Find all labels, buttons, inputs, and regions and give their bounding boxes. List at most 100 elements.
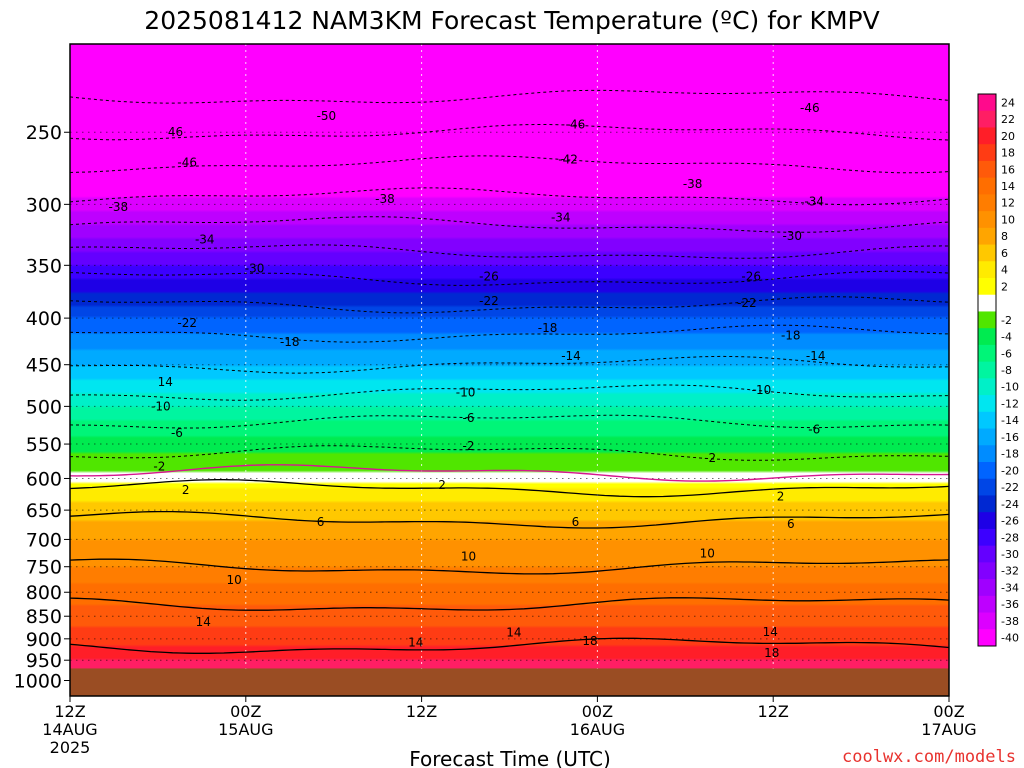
colorbar-label: 2	[1001, 280, 1008, 293]
isotherm-line	[70, 296, 949, 314]
contour-label: -46	[800, 101, 820, 115]
colorbar-label: -22	[1001, 481, 1019, 494]
contour-label: 14	[763, 625, 778, 639]
isotherm-line	[70, 244, 949, 259]
y-tick-label: 250	[26, 122, 62, 144]
contour-label: -22	[479, 294, 499, 308]
x-tick-label: 17AUG	[921, 720, 976, 739]
y-tick-label: 400	[26, 308, 62, 330]
colorbar-swatch	[978, 110, 996, 128]
contour-label: -10	[456, 386, 476, 400]
contour-label: -38	[683, 177, 703, 191]
colorbar-swatch	[978, 261, 996, 279]
colorbar-swatch	[978, 144, 996, 162]
contour-label: -50	[317, 109, 337, 123]
isotherm-line	[70, 124, 949, 141]
colorbar-swatch	[978, 478, 996, 496]
colorbar-swatch	[978, 94, 996, 112]
x-tick-label: 12Z	[406, 702, 437, 721]
contour-label: 14	[506, 626, 521, 640]
pressure-axis: 2503003504004505005506006507007508008509…	[14, 122, 70, 692]
colorbar-label: -2	[1001, 314, 1012, 327]
contour-label: -18	[781, 329, 801, 343]
colorbar-label: 22	[1001, 113, 1015, 126]
isotherm-line	[70, 216, 949, 233]
x-tick-label: 2025	[50, 738, 91, 757]
colorbar-swatch	[978, 294, 996, 312]
colorbar-swatch	[978, 411, 996, 430]
y-tick-label: 650	[26, 500, 62, 522]
colorbar: 24 22 20 18 16 14 12 10 8 6 4 2 -2 -4 -6 -8 -10 -12 -14 -16…	[977, 93, 1019, 647]
colorbar-label: 14	[1001, 180, 1015, 193]
colorbar-label: 24	[1001, 96, 1015, 109]
contour-label: -42	[558, 153, 578, 167]
contour-label: -30	[782, 229, 802, 243]
isotherm-line	[70, 464, 949, 482]
contour-label: 6	[787, 517, 795, 531]
colorbar-swatch	[978, 378, 996, 396]
contour-label: -2	[153, 459, 165, 473]
contour-label: -14	[806, 349, 826, 363]
colorbar-swatch	[978, 160, 996, 179]
y-tick-label: 950	[26, 650, 62, 672]
contour-label: -26	[741, 269, 761, 283]
colorbar-label: -16	[1001, 431, 1019, 444]
y-tick-label: 900	[26, 629, 62, 651]
contour-label: 6	[572, 515, 580, 529]
colorbar-label: 6	[1001, 247, 1008, 260]
isotherm-line	[70, 270, 949, 286]
contour-label: -30	[245, 262, 265, 276]
y-tick-label: 300	[26, 194, 62, 216]
colorbar-label: 10	[1001, 213, 1015, 226]
isotherm-line	[70, 597, 949, 611]
colorbar-label: -24	[1001, 498, 1019, 511]
x-tick-label: 00Z	[230, 702, 261, 721]
colorbar-swatch	[978, 194, 996, 212]
colorbar-swatch	[978, 311, 996, 329]
colorbar-swatch	[978, 512, 996, 530]
colorbar-swatch	[978, 127, 996, 145]
contour-label: -10	[752, 383, 772, 397]
colorbar-swatch	[978, 278, 996, 296]
y-tick-label: 500	[26, 396, 62, 418]
isotherm-line	[70, 445, 949, 461]
isotherm-line	[70, 355, 949, 374]
contour-label: -26	[479, 269, 499, 283]
contour-label: -6	[808, 422, 820, 436]
colorbar-label: -34	[1001, 581, 1019, 594]
x-tick-label: 14AUG	[42, 720, 97, 739]
colorbar-swatch	[978, 528, 996, 547]
isotherm-line	[70, 89, 949, 104]
colorbar-swatch	[978, 629, 996, 647]
colorbar-swatch	[978, 428, 996, 446]
colorbar-label: -26	[1001, 515, 1019, 528]
x-tick-label: 15AUG	[218, 720, 273, 739]
contour-label: 2	[182, 483, 190, 497]
y-tick-label: 700	[26, 529, 62, 551]
y-tick-label: 750	[26, 557, 62, 579]
colorbar-swatch	[978, 445, 996, 463]
isotherm-line	[70, 479, 949, 498]
contour-label: 18	[764, 646, 779, 660]
colorbar-label: -18	[1001, 448, 1019, 461]
colorbar-swatch	[978, 612, 996, 630]
colorbar-label: -14	[1001, 414, 1019, 427]
below-ground-mask	[70, 668, 949, 696]
x-tick-label: 00Z	[933, 702, 964, 721]
contour-label: -14	[561, 349, 581, 363]
contour-label: -2	[462, 439, 474, 453]
y-tick-label: 850	[26, 606, 62, 628]
contour-label: -6	[462, 411, 474, 425]
colorbar-swatch	[978, 227, 996, 246]
y-tick-label: 800	[26, 582, 62, 604]
colorbar-label: 16	[1001, 163, 1015, 176]
colorbar-swatch	[978, 545, 996, 563]
colorbar-label: -28	[1001, 531, 1019, 544]
y-tick-label: 350	[26, 255, 62, 277]
contour-label: -34	[551, 210, 571, 224]
colorbar-label: -32	[1001, 565, 1019, 578]
contour-label: 10	[461, 550, 476, 564]
colorbar-label: -12	[1001, 397, 1019, 410]
